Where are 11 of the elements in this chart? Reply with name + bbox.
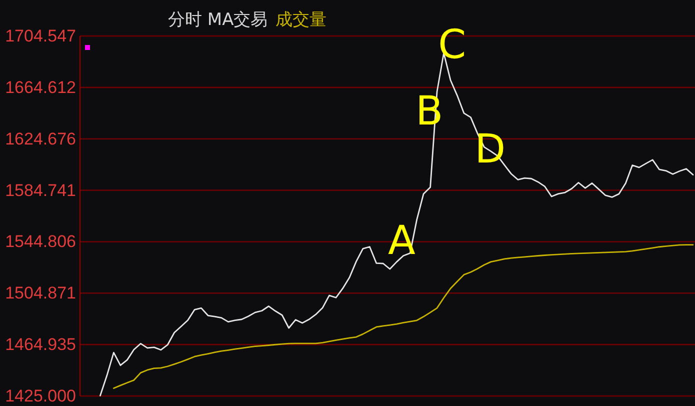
- text: 成交量: [276, 10, 327, 30]
- y-tick-label: 1464.935: [5, 335, 76, 354]
- y-tick-label: 1664.612: [5, 78, 76, 97]
- y-tick-label: 1425.000: [5, 386, 76, 406]
- y-tick-label: 1624.676: [5, 129, 76, 148]
- chart-title: 分时 MA交易: [168, 10, 268, 30]
- y-tick-label: 1544.806: [5, 232, 76, 252]
- annotation: C: [438, 22, 466, 68]
- y-tick-label: 1704.547: [5, 26, 76, 46]
- y-tick-label: 1504.871: [5, 284, 76, 303]
- y-tick-label: 1584.741: [5, 180, 76, 200]
